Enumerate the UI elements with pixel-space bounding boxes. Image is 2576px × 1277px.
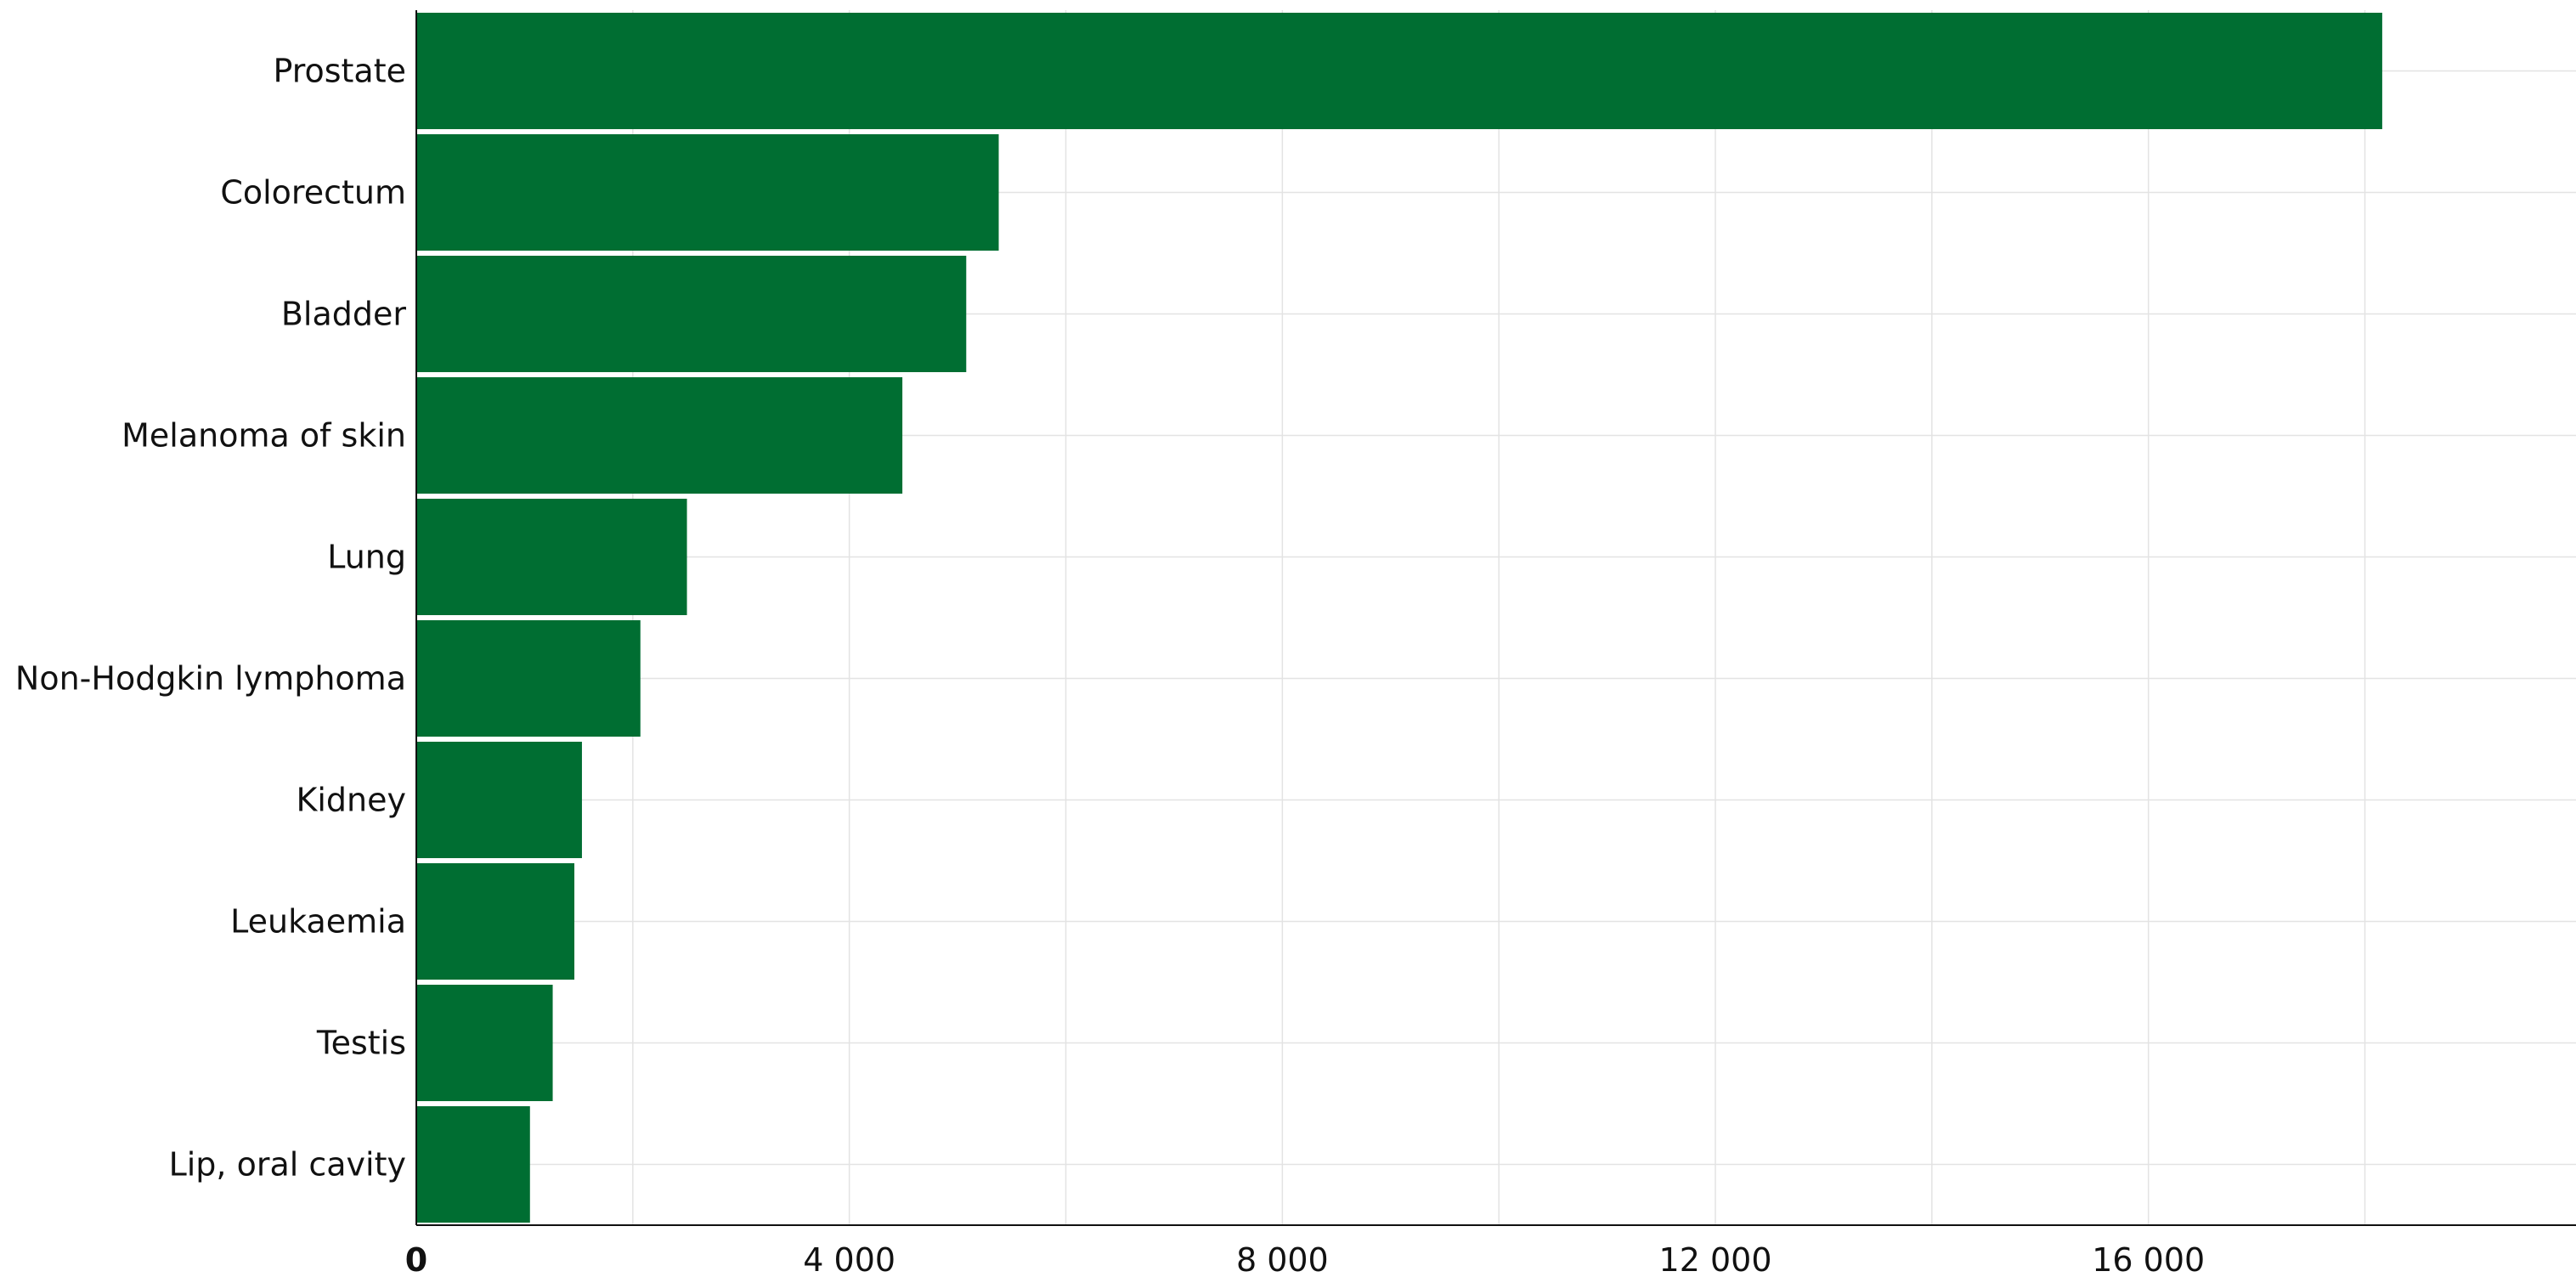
category-label: Bladder bbox=[281, 296, 407, 333]
category-label: Colorectum bbox=[220, 174, 406, 212]
x-tick-label: 0 bbox=[405, 1241, 427, 1277]
x-tick-label: 12 000 bbox=[1659, 1241, 1772, 1277]
bar-lung bbox=[417, 499, 687, 615]
x-tick-label: 8 000 bbox=[1236, 1241, 1329, 1277]
category-label: Prostate bbox=[273, 53, 406, 90]
category-label: Lung bbox=[327, 539, 406, 576]
x-tick-label: 16 000 bbox=[2092, 1241, 2205, 1277]
bar-prostate bbox=[417, 13, 2382, 129]
category-label: Non-Hodgkin lymphoma bbox=[15, 660, 406, 698]
x-tick-labels: 0 4 000 8 000 12 000 16 000 bbox=[405, 1241, 2205, 1277]
category-label: Testis bbox=[316, 1025, 406, 1062]
category-label: Lip, oral cavity bbox=[169, 1146, 406, 1184]
bar-non-hodgkin-lymphoma bbox=[417, 620, 641, 737]
x-tick-label: 4 000 bbox=[803, 1241, 895, 1277]
bar-kidney bbox=[417, 742, 582, 858]
bar-leukaemia bbox=[417, 863, 575, 980]
bar-lip-oral-cavity bbox=[417, 1106, 530, 1223]
category-label: Kidney bbox=[296, 782, 406, 819]
category-label: Leukaemia bbox=[230, 903, 406, 941]
bar-bladder bbox=[417, 256, 967, 372]
category-labels: Prostate Colorectum Bladder Melanoma of ski… bbox=[15, 53, 406, 1184]
bar-melanoma-of-skin bbox=[417, 377, 903, 494]
bar-testis bbox=[417, 985, 553, 1101]
bars bbox=[417, 13, 2382, 1223]
bar-colorectum bbox=[417, 134, 999, 251]
category-label: Melanoma of skin bbox=[121, 417, 406, 455]
